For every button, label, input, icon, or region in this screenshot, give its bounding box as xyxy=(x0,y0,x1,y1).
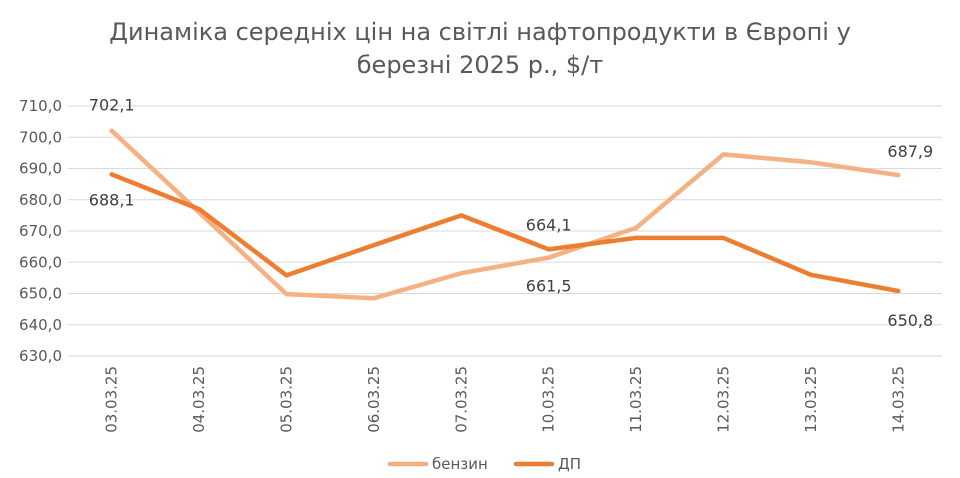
x-tick-label: 13.03.25 xyxy=(802,366,820,433)
y-tick-label: 690,0 xyxy=(19,160,62,178)
x-tick-label: 10.03.25 xyxy=(540,366,558,433)
chart-title-line-2: березні 2025 р., $/т xyxy=(357,51,604,79)
y-tick-label: 700,0 xyxy=(19,128,62,146)
x-tick-label: 14.03.25 xyxy=(889,366,907,433)
data-label: 688,1 xyxy=(89,190,135,209)
x-tick-label: 03.03.25 xyxy=(103,366,121,433)
y-tick-label: 670,0 xyxy=(19,222,62,240)
y-tick-label: 650,0 xyxy=(19,285,62,303)
x-tick-label: 06.03.25 xyxy=(365,366,383,433)
x-tick-label: 05.03.25 xyxy=(278,366,296,433)
series-lines xyxy=(109,128,901,301)
y-axis: 710,0 700,0 690,0 680,0 670,0 660,0 650,0 640,0… xyxy=(19,97,62,365)
y-tick-label: 710,0 xyxy=(19,97,62,115)
chart-title-line-1: Динаміка середніх цін на світлі нафтопро… xyxy=(109,18,851,46)
x-tick-label: 04.03.25 xyxy=(190,366,208,433)
y-tick-label: 630,0 xyxy=(19,347,62,365)
legend-label-2: ДП xyxy=(558,455,581,473)
data-label: 650,8 xyxy=(887,311,933,330)
x-tick-label: 07.03.25 xyxy=(452,366,470,433)
data-label: 687,9 xyxy=(887,142,933,161)
y-tick-label: 680,0 xyxy=(19,191,62,209)
y-tick-label: 640,0 xyxy=(19,316,62,334)
legend: бензин ДП xyxy=(387,455,581,473)
legend-label-1: бензин xyxy=(432,455,488,473)
y-tick-label: 660,0 xyxy=(19,253,62,271)
series-line-1 xyxy=(109,128,901,301)
data-label: 702,1 xyxy=(89,96,135,115)
data-label: 664,1 xyxy=(526,215,572,234)
data-labels: 702,1 688,1 664,1 661,5 687,9 650,8 xyxy=(89,96,933,330)
x-tick-label: 12.03.25 xyxy=(715,366,733,433)
x-axis: 03.03.25 04.03.25 05.03.25 06.03.25 07.03.25… xyxy=(103,366,908,433)
series-line-2 xyxy=(109,172,901,294)
x-tick-label: 11.03.25 xyxy=(627,366,645,433)
data-label: 661,5 xyxy=(526,277,572,296)
